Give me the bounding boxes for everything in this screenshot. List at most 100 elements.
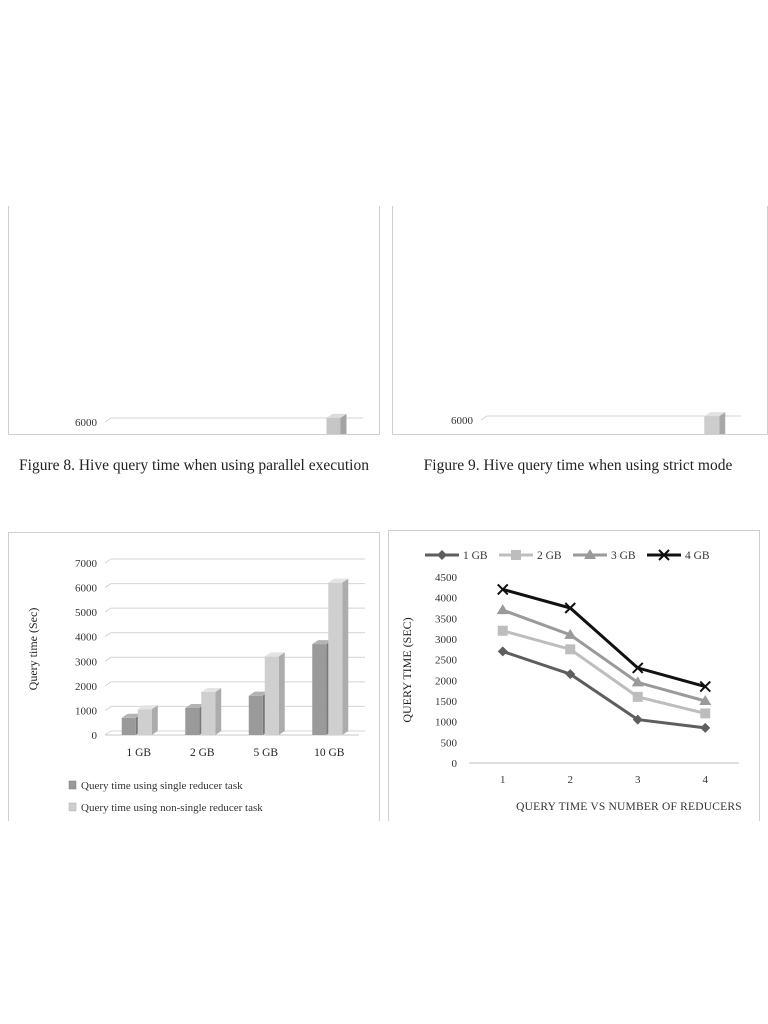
y-tick-label-4: 4000 [75, 632, 98, 644]
y-tick-label-5: 5000 [75, 607, 98, 619]
bar-top-query-time-using-non-single-reducer-task-1 [201, 688, 222, 692]
y-tick-label-7: 3500 [435, 613, 458, 625]
x-category-label-0: 1 GB [126, 747, 151, 759]
gridline-diag-2 [104, 681, 112, 687]
legend-label-1: Query time using non-single reducer task [81, 802, 263, 814]
y-tick-label-1: 500 [441, 737, 458, 749]
point-2-gb-1 [565, 644, 576, 655]
legend-label-4-gb: 4 GB [685, 550, 710, 562]
series-line-3-gb [502, 608, 706, 703]
legend-marker-4-gb [658, 549, 670, 561]
chart-c1-svg: 0100020003000400050006000Query time (Sec… [75, 413, 363, 434]
bar-top-query-time-using-non-strict-mode-3 [704, 412, 726, 417]
x-category-label-1: 2 GB [190, 747, 215, 759]
chart-reducers-line: 0 500 1000 1500 2000 2500 3000 3500 4000 4500 1 2 3 4… [388, 530, 760, 821]
y-tick-label-7: 7000 [75, 558, 98, 570]
x-tick-label-0: 1 [500, 774, 506, 786]
gridline-diag-3 [104, 656, 112, 662]
point-2-gb-2 [632, 691, 643, 702]
x-category-label-2: 5 GB [253, 747, 278, 759]
bar-top-query-time-without-parallel-execution-3 [326, 413, 347, 418]
point-3-gb-3 [699, 695, 712, 705]
bar-query-time-using-non-single-reducer-task-2 [264, 656, 279, 735]
bar-side-query-time-using-non-single-reducer-task-1 [215, 688, 222, 735]
series-line-1-gb [502, 649, 706, 730]
series-line-2-gb [502, 629, 706, 715]
chart-c3-svg: 0 1000 2000 3000 4000 5000 6000 7000 Query time … [26, 558, 365, 814]
legend-label-2-gb: 2 GB [537, 550, 562, 562]
y-tick-label-1: 1000 [75, 705, 98, 717]
point-3-gb-2 [631, 676, 644, 687]
gridline-diag-6 [104, 583, 112, 588]
gridline-diag-5 [104, 607, 112, 613]
chart-c4-svg: 0 500 1000 1500 2000 2500 3000 3500 4000 4500 1 2 3 4… [400, 549, 742, 813]
y-tick-label-2: 2000 [75, 681, 98, 693]
gridline-diag-7 [104, 558, 112, 564]
y-tick-label-4: 2000 [435, 675, 458, 687]
y-tick-label-2: 1000 [435, 717, 458, 729]
x-tick-label-2: 3 [635, 774, 641, 786]
chart-single-reducer: 0 1000 2000 3000 4000 5000 6000 7000 Query time … [8, 532, 380, 821]
y-tick-label-9: 4500 [435, 572, 458, 584]
bar-query-time-using-single-reducer-task-2 [248, 695, 263, 735]
point-3-gb-0 [496, 604, 509, 615]
bar-query-time-using-non-single-reducer-task-0 [137, 709, 152, 735]
bar-top-query-time-using-non-single-reducer-task-3 [328, 578, 349, 583]
legend-marker-1-gb [437, 550, 447, 560]
point-1-gb-0 [497, 646, 508, 657]
legend-label-3-gb: 3 GB [611, 550, 636, 562]
y-tick-label-3: 3000 [75, 656, 98, 668]
bar-query-time-using-single-reducer-task-0 [121, 717, 136, 735]
series-line-4-gb [502, 587, 706, 688]
y-tick-label-6: 6000 [451, 415, 474, 427]
bar-query-time-using-single-reducer-task-3 [312, 644, 327, 735]
gridline-diag-6 [480, 415, 488, 421]
y-axis-label: QUERY TIME (SEC) [400, 617, 414, 722]
y-tick-label-3: 1500 [435, 696, 458, 708]
bar-side-query-time-without-parallel-execution-3 [340, 413, 347, 434]
point-2-gb-0 [497, 625, 508, 636]
y-tick-label-5: 2500 [435, 655, 458, 667]
bar-top-query-time-using-non-single-reducer-task-2 [264, 652, 285, 657]
gridline-diag-4 [104, 632, 112, 638]
y-tick-label-6: 3000 [435, 634, 458, 646]
figure-8-caption: Figure 8. Hive query time when using par… [19, 457, 369, 474]
legend-marker-2-gb [511, 550, 521, 560]
bar-query-time-using-non-single-reducer-task-3 [328, 582, 343, 735]
legend-label-1-gb: 1 GB [463, 550, 488, 562]
chart-c2-svg: 0100020003000400050006000Query time (Sec… [451, 412, 741, 434]
legend-swatch-0 [68, 780, 77, 790]
bar-query-time-using-single-reducer-task-1 [185, 707, 200, 735]
bar-side-query-time-using-non-strict-mode-3 [719, 412, 726, 434]
y-axis-label: Query time (Sec) [26, 608, 40, 691]
y-tick-label-0: 0 [92, 730, 98, 742]
point-2-gb-3 [700, 708, 711, 719]
bar-side-query-time-using-non-single-reducer-task-0 [151, 705, 158, 735]
point-4-gb-1 [564, 602, 576, 614]
y-tick-label-6: 6000 [75, 417, 98, 429]
point-4-gb-3 [699, 680, 711, 693]
y-tick-label-8: 4000 [435, 593, 458, 605]
bar-top-query-time-using-single-reducer-task-0 [121, 713, 142, 718]
y-tick-label-0: 0 [452, 758, 458, 770]
y-tick-label-6: 6000 [75, 583, 98, 595]
x-category-label-3: 10 GB [314, 747, 345, 759]
gridline-diag-1 [104, 706, 112, 711]
chart-parallel-execution: 0100020003000400050006000Query time (Sec… [8, 206, 380, 435]
bar-side-query-time-using-non-single-reducer-task-3 [342, 578, 349, 735]
gridline-diag-6 [104, 417, 112, 423]
point-3-gb-1 [564, 628, 577, 639]
bar-top-query-time-using-single-reducer-task-1 [185, 703, 206, 708]
bar-top-query-time-using-single-reducer-task-3 [312, 640, 333, 645]
point-1-gb-2 [632, 714, 643, 725]
legend-swatch-1 [68, 802, 77, 812]
point-4-gb-0 [497, 583, 509, 596]
figure-9-caption: Figure 9. Hive query time when using str… [423, 457, 733, 474]
point-1-gb-3 [700, 722, 711, 733]
point-4-gb-2 [632, 662, 644, 674]
x-tick-label-3: 4 [703, 774, 709, 786]
bar-query-time-using-non-single-reducer-task-1 [201, 692, 216, 735]
bar-top-query-time-using-non-single-reducer-task-0 [137, 705, 158, 710]
bar-side-query-time-using-non-single-reducer-task-2 [278, 652, 285, 735]
x-tick-label-1: 2 [568, 774, 574, 786]
